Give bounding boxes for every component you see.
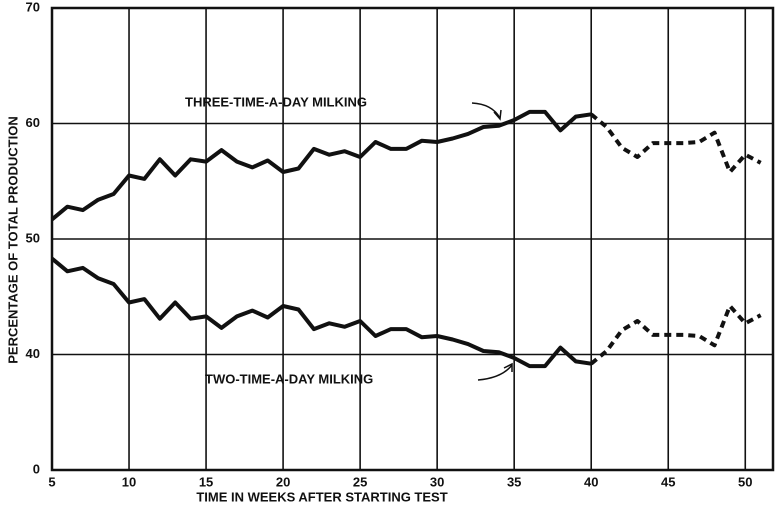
x-tick-label: 15 (199, 474, 213, 489)
y-axis-title: PERCENTAGE OF TOTAL PRODUCTION (5, 116, 20, 364)
x-tick-label: 5 (48, 474, 55, 489)
plot-frame (50, 6, 775, 472)
x-tick-label: 50 (738, 474, 752, 489)
y-tick-label: 40 (26, 346, 40, 361)
x-tick-label: 35 (507, 474, 521, 489)
annotation: THREE-TIME-A-DAY MILKING (185, 94, 367, 109)
annotation-arrowhead (503, 362, 513, 372)
annotation-arrow (477, 364, 513, 381)
series-line (50, 109, 592, 221)
x-tick-label: 20 (276, 474, 290, 489)
y-tick-label: 70 (26, 0, 40, 14)
y-tick-label: 60 (26, 115, 40, 130)
x-tick-label: 30 (430, 474, 444, 489)
y-tick-label: 0 (33, 461, 40, 476)
annotation-arrow (471, 102, 501, 119)
x-tick-label: 40 (584, 474, 598, 489)
x-axis-title: TIME IN WEEKS AFTER STARTING TEST (196, 489, 447, 504)
y-tick-label: 50 (26, 230, 40, 245)
x-tick-label: 45 (661, 474, 675, 489)
series-line (589, 112, 762, 174)
x-tick-label: 25 (353, 474, 367, 489)
annotation: TWO-TIME-A-DAY MILKING (205, 371, 373, 386)
series-line (50, 257, 592, 369)
x-tick-label: 10 (122, 474, 136, 489)
annotation-arrowhead (493, 109, 502, 121)
series-line (589, 304, 762, 366)
